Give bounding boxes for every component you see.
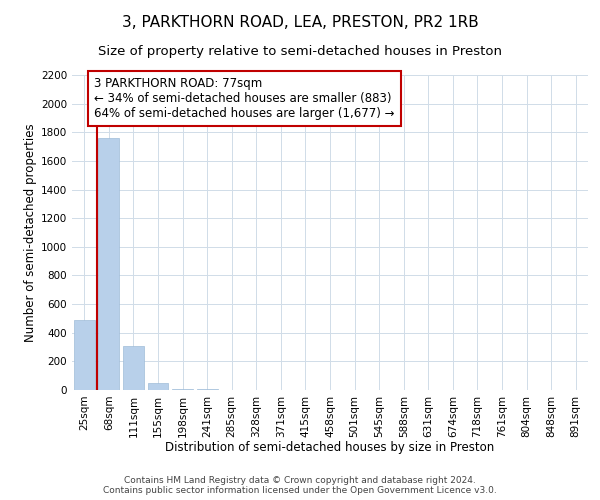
Text: 3, PARKTHORN ROAD, LEA, PRESTON, PR2 1RB: 3, PARKTHORN ROAD, LEA, PRESTON, PR2 1RB bbox=[122, 15, 478, 30]
Text: 3 PARKTHORN ROAD: 77sqm
← 34% of semi-detached houses are smaller (883)
64% of s: 3 PARKTHORN ROAD: 77sqm ← 34% of semi-de… bbox=[94, 77, 395, 120]
Text: Size of property relative to semi-detached houses in Preston: Size of property relative to semi-detach… bbox=[98, 45, 502, 58]
Bar bbox=[148, 383, 169, 390]
Bar bbox=[74, 320, 95, 390]
Bar bbox=[172, 388, 193, 390]
Bar bbox=[98, 138, 119, 390]
Bar bbox=[123, 346, 144, 390]
Text: Contains HM Land Registry data © Crown copyright and database right 2024.
Contai: Contains HM Land Registry data © Crown c… bbox=[103, 476, 497, 495]
Y-axis label: Number of semi-detached properties: Number of semi-detached properties bbox=[24, 123, 37, 342]
X-axis label: Distribution of semi-detached houses by size in Preston: Distribution of semi-detached houses by … bbox=[166, 441, 494, 454]
